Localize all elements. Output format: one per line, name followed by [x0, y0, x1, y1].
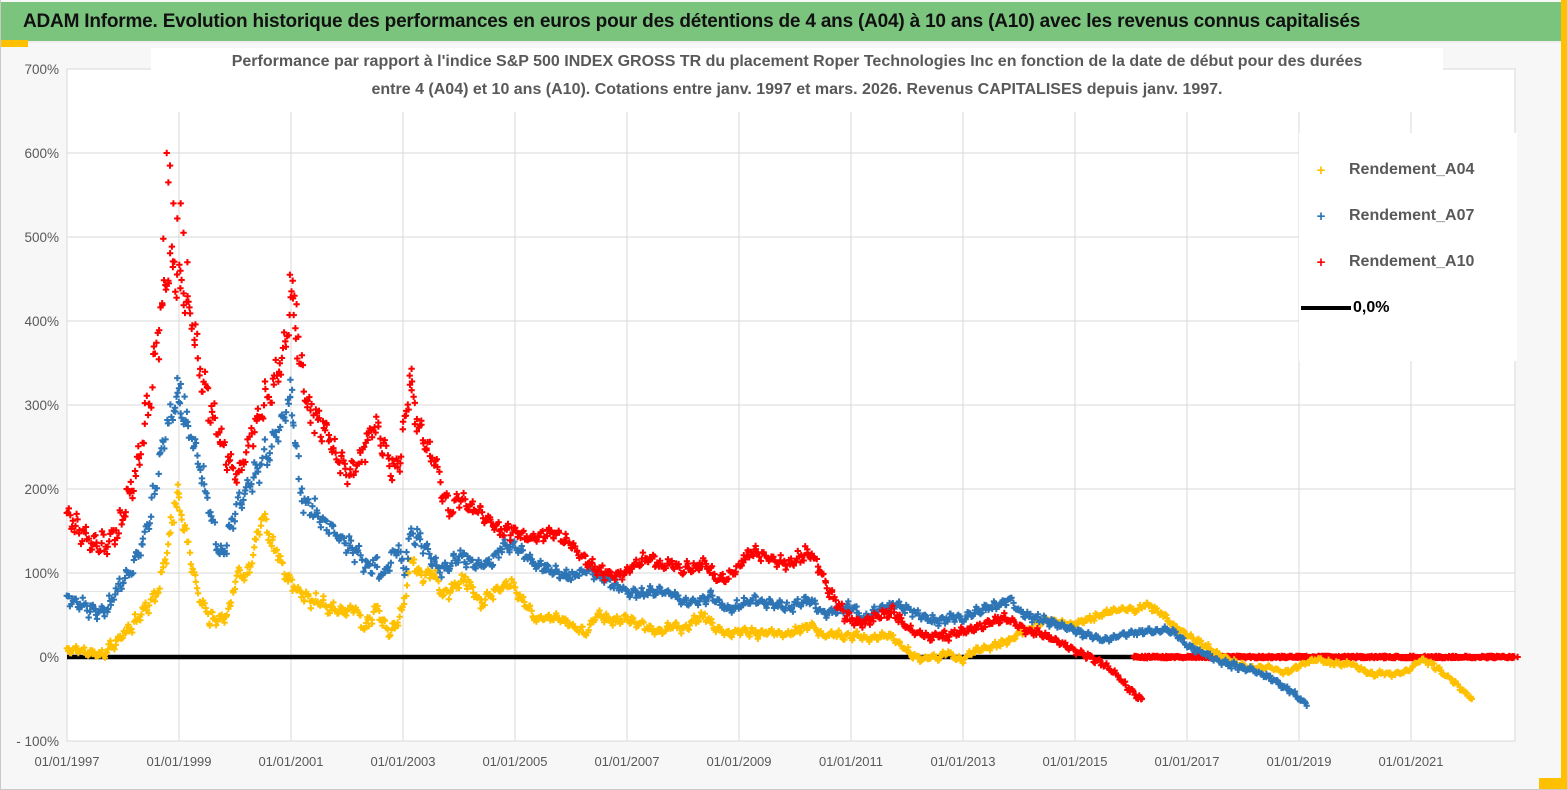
x-axis-tick-label: 01/01/2009 — [706, 754, 771, 769]
gold-left-tab — [1, 40, 28, 47]
legend-marker-icon: + — [1316, 207, 1326, 225]
y-axis-tick-label: 200% — [24, 482, 59, 497]
x-axis-tick-label: 01/01/2017 — [1154, 754, 1219, 769]
legend-item-rendement-a04[interactable]: + Rendement_A04 — [1299, 155, 1517, 185]
y-axis-tick-label: - 100% — [16, 734, 59, 749]
gold-bottom-corner — [1539, 778, 1567, 789]
y-axis-tick-label: 0% — [39, 650, 59, 665]
x-axis-tick-label: 01/01/2015 — [1042, 754, 1107, 769]
legend-marker-icon: + — [1316, 253, 1326, 271]
legend-item-0-0-[interactable]: 0,0% — [1299, 293, 1517, 323]
x-axis-tick-label: 01/01/2001 — [258, 754, 323, 769]
y-axis-tick-label: 500% — [24, 230, 59, 245]
x-axis-tick-label: 01/01/2007 — [594, 754, 659, 769]
legend-item-label: Rendement_A10 — [1349, 253, 1475, 270]
chart-area[interactable]: 700% 600% 500% 400% 300% 200% 100% 0% - 100% 01/0… — [1, 41, 1567, 790]
series-points-rendement_a07[interactable] — [63, 374, 1310, 709]
x-axis-tick-label: 01/01/2019 — [1266, 754, 1331, 769]
legend-item-label: 0,0% — [1353, 299, 1390, 316]
y-axis-tick-label: 100% — [24, 566, 59, 581]
chart-legend[interactable]: + Rendement_A04 + Rendement_A07 + Rendement_A… — [1299, 133, 1517, 361]
y-axis-tick-label: 400% — [24, 314, 59, 329]
y-axis-tick-label: 600% — [24, 146, 59, 161]
report-header: ADAM Informe. Evolution historique des p… — [1, 2, 1561, 43]
x-axis-tick-label: 01/01/2005 — [482, 754, 547, 769]
performance-scatter-plot[interactable]: 700% 600% 500% 400% 300% 200% 100% 0% - 100% 01/0… — [1, 41, 1567, 790]
x-axis-tick-label: 01/01/2021 — [1378, 754, 1443, 769]
legend-line-icon — [1301, 306, 1351, 310]
series-points-rendement_a10[interactable] — [63, 149, 1145, 703]
gold-right-border — [1561, 0, 1567, 789]
legend-item-rendement-a07[interactable]: + Rendement_A07 — [1299, 201, 1517, 231]
legend-item-label: Rendement_A04 — [1349, 161, 1475, 178]
series-points-rendement_a04[interactable] — [63, 481, 1476, 703]
y-axis-tick-label: 300% — [24, 398, 59, 413]
x-axis-tick-label: 01/01/2003 — [370, 754, 435, 769]
chart-title: Performance par rapport à l'indice S&P 5… — [151, 48, 1443, 112]
chart-title-line1: Performance par rapport à l'indice S&P 5… — [231, 53, 1363, 70]
legend-item-rendement-a10[interactable]: + Rendement_A10 — [1299, 247, 1517, 277]
y-axis-tick-label: 700% — [24, 62, 59, 77]
legend-marker-icon: + — [1316, 161, 1326, 179]
x-axis-tick-label: 01/01/1997 — [34, 754, 99, 769]
x-axis-tick-label: 01/01/1999 — [146, 754, 211, 769]
report-header-title: ADAM Informe. Evolution historique des p… — [23, 10, 1361, 32]
x-axis-tick-label: 01/01/2013 — [930, 754, 995, 769]
x-axis-tick-label: 01/01/2011 — [819, 754, 883, 769]
chart-title-line2: entre 4 (A04) et 10 ans (A10). Cotations… — [371, 81, 1223, 98]
legend-item-label: Rendement_A07 — [1349, 207, 1475, 224]
